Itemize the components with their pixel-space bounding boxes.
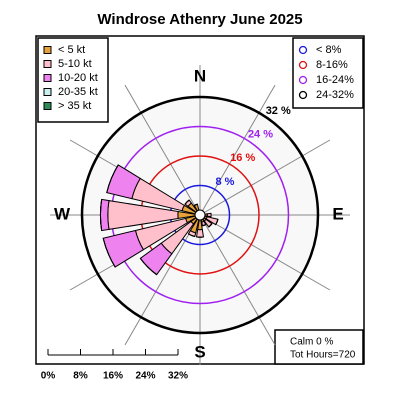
legend-swatch (43, 60, 52, 68)
legend-ring (298, 90, 308, 100)
calm-box (274, 329, 364, 365)
spoke (199, 214, 331, 291)
wedge (188, 233, 195, 238)
wedge (195, 228, 205, 238)
legend-label: 20-35 kt (58, 86, 98, 98)
legend-swatch (43, 102, 52, 110)
scale-tick-label: 16% (103, 371, 123, 382)
legend-label: 10-20 kt (58, 72, 98, 84)
calm-label: Calm 0 % (290, 337, 333, 348)
scale-tick-label: 32% (168, 371, 188, 382)
ring-label: 24 % (248, 129, 273, 141)
wedge (99, 199, 103, 231)
wedge (99, 198, 110, 232)
wedge (208, 223, 213, 228)
ring-label: 16 % (230, 152, 255, 164)
scale-tick-label: 24% (135, 371, 155, 382)
ring-label: 8 % (215, 176, 234, 188)
legend-swatch (43, 74, 52, 82)
legend-ring (298, 75, 308, 85)
legend-swatch (43, 88, 52, 96)
legend-label: 16-24% (316, 74, 354, 86)
spoke (199, 84, 276, 216)
direction-label: S (194, 342, 205, 361)
spoke (199, 214, 276, 346)
legend-ring (298, 45, 308, 55)
legend-ring (298, 60, 308, 70)
center-dot (194, 209, 206, 221)
spoke (199, 139, 331, 216)
scale-tick-label: 0% (41, 371, 56, 382)
spoke (124, 84, 201, 216)
spoke (124, 214, 201, 346)
direction-label: W (54, 204, 71, 223)
legend-label: 8-16% (316, 59, 348, 71)
legend-label: 24-32% (316, 89, 354, 101)
legend-label: > 35 kt (58, 100, 91, 112)
direction-label: E (332, 204, 343, 223)
ring-label: 32 % (266, 105, 291, 117)
legend-label: 5-10 kt (58, 58, 92, 70)
chart-title: Windrose Athenry June 2025 (97, 11, 302, 28)
legend-label: < 8% (316, 44, 342, 56)
ring-legend-box (292, 37, 364, 109)
legend-swatch (43, 46, 52, 54)
ring (80, 95, 320, 335)
scale-tick-label: 8% (73, 371, 88, 382)
direction-label: N (194, 66, 206, 85)
hours-label: Tot Hours=720 (290, 350, 356, 361)
legend-label: < 5 kt (58, 44, 85, 56)
